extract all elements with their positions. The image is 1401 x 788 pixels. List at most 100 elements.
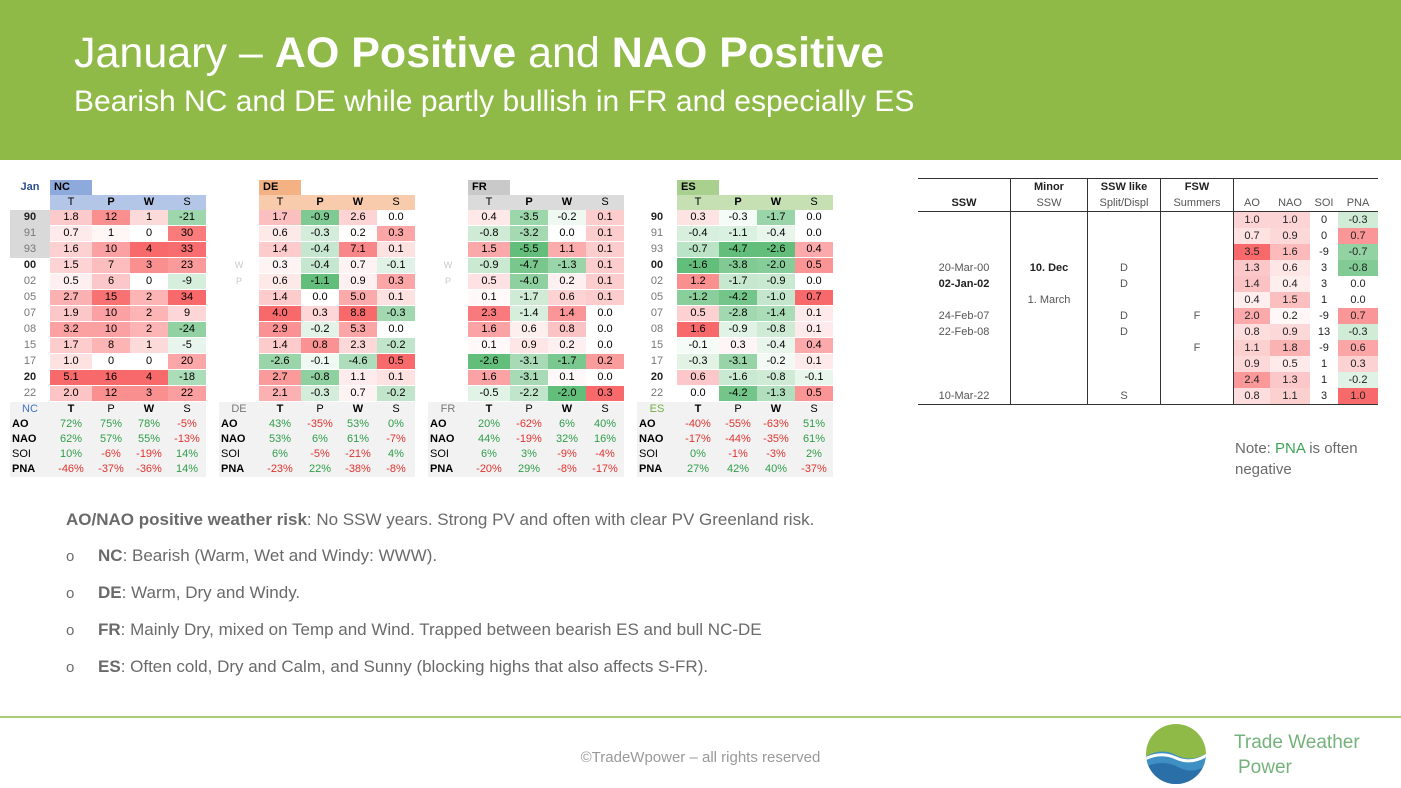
heat-cell: 0.6: [510, 321, 548, 338]
corr-row: NAO 53% 6% 61% -7%: [219, 432, 415, 447]
heat-cell: -0.8: [757, 369, 795, 386]
ssw-cell: 0.6: [1270, 260, 1310, 276]
heat-cell: 1.4: [259, 289, 301, 306]
year-label: [428, 338, 468, 354]
heat-cell: 0: [130, 225, 168, 242]
corr-cell: -40%: [677, 417, 719, 432]
year-row: 1.5 -5.5 1.1 0.1: [428, 241, 624, 258]
corr-cell: -35%: [757, 432, 795, 447]
corr-row: AO 20% -62% 6% 40%: [428, 417, 624, 432]
ssw-cell: [918, 372, 1011, 388]
ssw-cell: 2.4: [1233, 372, 1270, 388]
year-label: 15: [650, 339, 664, 351]
heatmap-nc: Jan NC T P W S 90 1.8 12 1 -21 91 0.7 1 0 30 93 1.6 10 4 33 0…: [10, 180, 206, 477]
region-header-fr: FR: [468, 180, 510, 195]
corr-index-label: AO: [10, 417, 50, 432]
ssw-cell: [1160, 211, 1234, 228]
var-header: T: [259, 195, 301, 210]
bullet-de: o DE: Warm, Dry and Windy.: [66, 583, 301, 602]
heat-cell: 0.6: [259, 225, 301, 242]
ssw-cell: [1087, 211, 1161, 228]
year-row: 07 1.9 10 2 9: [10, 305, 206, 322]
ssw-row: 2.4 1.3 1 -0.2: [918, 372, 1378, 388]
heat-cell: 1.0: [50, 353, 92, 370]
heat-cell: -2.6: [757, 241, 795, 258]
heat-cell: -0.9: [757, 273, 795, 290]
ssw-cell: 1.8: [1270, 340, 1310, 356]
heat-cell: -4.7: [510, 257, 548, 274]
corr-index-label: NAO: [637, 432, 677, 447]
corr-cell: 14%: [168, 447, 206, 462]
corr-index-label: NAO: [10, 432, 50, 447]
heat-cell: -0.3: [301, 385, 339, 402]
heat-cell: 0.3: [377, 273, 415, 290]
year-label: 08: [23, 323, 37, 335]
corr-row: PNA -46% -37% -36% 14%: [10, 462, 206, 477]
heat-cell: 7: [92, 257, 130, 274]
corr-cell: -21%: [339, 447, 377, 462]
ssw-row: 1. March 0.4 1.5 1 0.0: [918, 292, 1378, 308]
year-label: 07: [650, 307, 664, 319]
corr-row: SOI 6% -5% -21% 4%: [219, 447, 415, 462]
corr-var-header: P: [719, 401, 757, 417]
ssw-cell: 0.7: [1338, 228, 1378, 244]
year-label: 91: [650, 227, 664, 239]
heat-cell: 0.9: [339, 273, 377, 290]
heat-cell: 9: [168, 305, 206, 322]
year-label: [428, 306, 468, 322]
heat-cell: -1.3: [548, 257, 586, 274]
ssw-cell: 02-Jan-02: [938, 278, 990, 290]
heat-cell: 4: [130, 241, 168, 258]
heat-cell: 0.5: [50, 273, 92, 290]
heat-cell: -1.3: [757, 385, 795, 402]
corr-cell: 20%: [468, 417, 510, 432]
heat-cell: 12: [92, 210, 130, 226]
heat-cell: 2.3: [468, 305, 510, 322]
heat-cell: 1.6: [677, 321, 719, 338]
heat-cell: 10: [92, 305, 130, 322]
corr-var-header: S: [795, 401, 833, 417]
heat-cell: -1.4: [510, 305, 548, 322]
ssw-cell: 0.4: [1233, 292, 1270, 308]
ssw-cell: D: [1087, 260, 1161, 276]
year-label: [219, 290, 259, 306]
ssw-cell: F: [1160, 308, 1234, 324]
year-row: 2.7 -0.8 1.1 0.1: [219, 369, 415, 386]
corr-cell: 6%: [259, 447, 301, 462]
corr-row: AO 43% -35% 53% 0%: [219, 417, 415, 432]
year-row: 02 1.2 -1.7 -0.9 0.0: [637, 273, 833, 290]
corr-cell: 6%: [468, 447, 510, 462]
heat-cell: 1.9: [50, 305, 92, 322]
heat-cell: 0.1: [377, 241, 415, 258]
corr-var-header: W: [130, 401, 168, 417]
year-row: 1.7 -0.9 2.6 0.0: [219, 210, 415, 226]
corr-cell: 16%: [586, 432, 624, 447]
year-label: 00: [650, 259, 664, 271]
corr-cell: -9%: [548, 447, 586, 462]
ssw-header-cell: Minor: [1010, 178, 1088, 195]
heat-cell: 0.1: [468, 289, 510, 306]
heat-cell: -1.1: [301, 273, 339, 290]
corr-cell: -13%: [168, 432, 206, 447]
corr-index-label: AO: [219, 417, 259, 432]
heat-cell: -3.2: [510, 225, 548, 242]
ssw-cell: [1010, 388, 1088, 405]
year-label: [219, 370, 259, 386]
ssw-cell: 1.5: [1270, 292, 1310, 308]
heat-cell: -3.5: [510, 210, 548, 226]
ssw-cell: 0.7: [1233, 228, 1270, 244]
ssw-cell: [1010, 308, 1088, 324]
ssw-header-row: Minor SSW like FSW: [918, 178, 1378, 195]
corr-var-header: S: [586, 401, 624, 417]
corr-cell: -3%: [757, 447, 795, 462]
ssw-row: 1.0 1.0 0 -0.3: [918, 211, 1378, 228]
heat-cell: -1.7: [510, 289, 548, 306]
ssw-row: 24-Feb-07 D F 2.0 0.2 -9 0.7: [918, 308, 1378, 324]
year-label: 05: [23, 291, 37, 303]
corr-cell: 0%: [677, 447, 719, 462]
heat-cell: 1.6: [50, 241, 92, 258]
year-row: -0.8 -3.2 0.0 0.1: [428, 225, 624, 242]
heat-cell: 0.0: [795, 210, 833, 226]
corr-var-header: W: [339, 401, 377, 417]
corr-var-header: T: [468, 401, 510, 417]
